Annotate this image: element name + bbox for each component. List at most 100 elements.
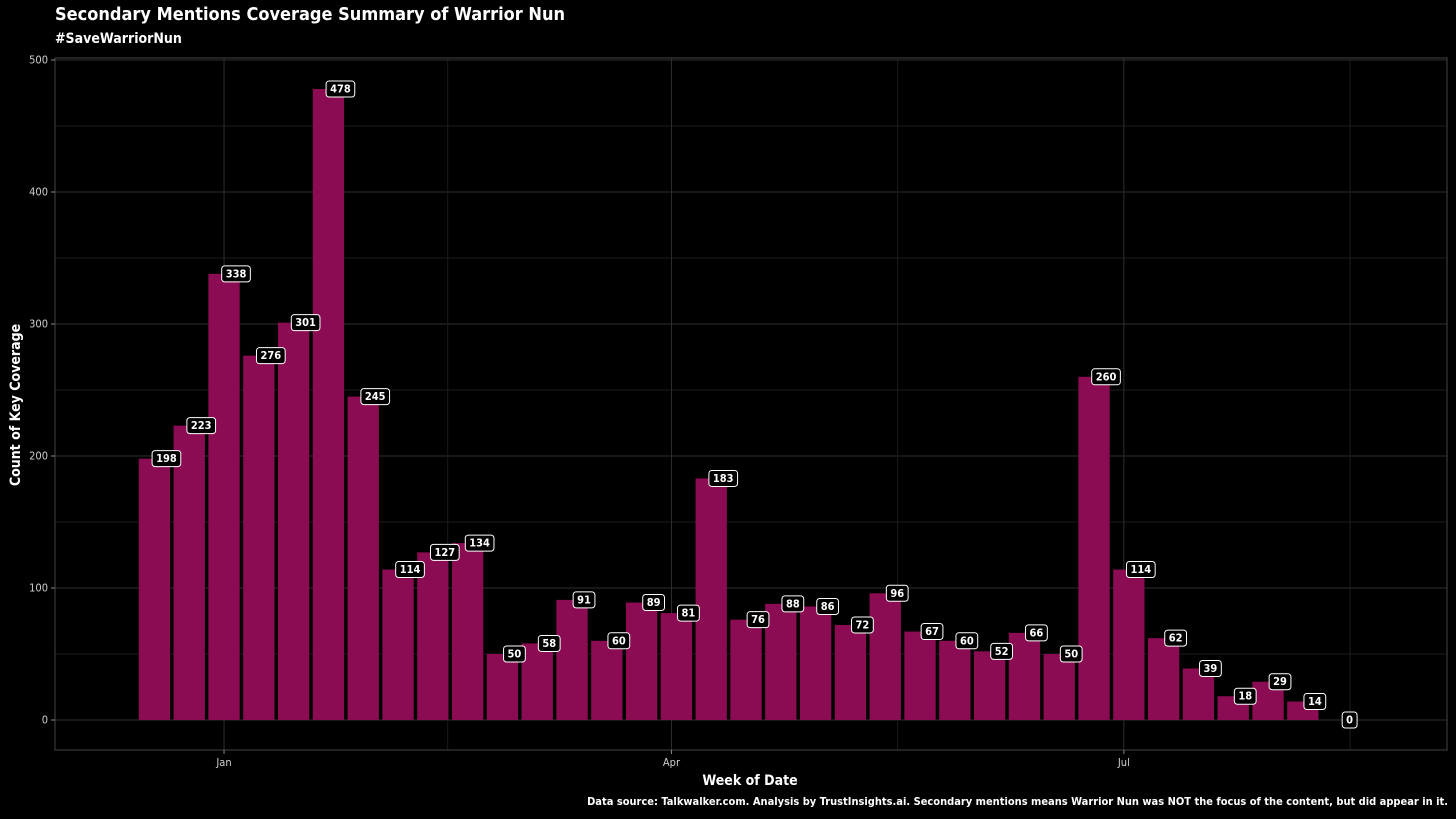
data-label-text: 0	[1346, 714, 1353, 727]
bar	[1043, 654, 1075, 720]
bar	[243, 355, 275, 720]
chart-title: Secondary Mentions Coverage Summary of W…	[55, 4, 566, 25]
data-label: 18	[1233, 687, 1257, 705]
bar	[625, 602, 658, 720]
data-label-text: 66	[1030, 626, 1044, 639]
data-label-text: 86	[821, 600, 835, 613]
data-label-text: 89	[647, 596, 661, 609]
data-label-box	[816, 597, 840, 615]
data-label-box	[537, 634, 561, 652]
bar	[347, 396, 379, 720]
data-label: 50	[503, 645, 526, 663]
data-label-box	[677, 604, 700, 622]
y-tick-label: 0	[42, 714, 48, 727]
bar	[1113, 569, 1145, 720]
data-label-text: 198	[156, 452, 177, 465]
x-axis: Jan Apr Jul	[215, 750, 1130, 769]
y-tick-label: 300	[29, 318, 48, 331]
data-label: 81	[677, 604, 700, 622]
data-label-box	[1233, 687, 1257, 705]
bar	[208, 273, 240, 720]
data-label: 86	[816, 597, 840, 615]
data-label-text: 260	[1096, 370, 1117, 383]
data-label: 66	[1025, 624, 1048, 642]
data-label-box	[290, 314, 321, 332]
y-axis: 0 100 200 300 400 500	[29, 54, 55, 727]
data-label-box	[325, 80, 356, 98]
data-label-box	[1059, 645, 1083, 663]
y-axis-title: Count of Key Coverage	[8, 323, 24, 487]
data-label: 183	[708, 469, 739, 487]
data-label-box	[1164, 629, 1188, 647]
bar	[869, 593, 901, 720]
data-label-box	[607, 632, 631, 650]
data-label-text: 60	[960, 634, 974, 647]
data-label-text: 223	[191, 419, 212, 432]
x-tick-label: Jul	[1117, 756, 1130, 769]
data-label-box	[781, 595, 805, 613]
data-label-box	[1125, 561, 1156, 579]
data-label: 338	[221, 265, 251, 283]
bar	[695, 478, 727, 720]
data-label-text: 338	[226, 267, 247, 280]
data-label-text: 50	[508, 648, 522, 661]
data-label: 114	[395, 561, 425, 579]
data-label-text: 276	[260, 349, 281, 362]
data-label: 223	[186, 417, 217, 435]
data-label-text: 60	[612, 634, 626, 647]
data-label: 91	[572, 591, 596, 609]
data-label-box	[990, 642, 1014, 660]
data-label: 127	[429, 543, 460, 561]
data-label-box	[1303, 693, 1327, 711]
bar	[521, 643, 553, 720]
data-label-box	[746, 611, 770, 629]
bar	[312, 89, 345, 721]
data-label-text: 114	[400, 563, 421, 576]
data-label-box	[1025, 624, 1048, 642]
data-label-text: 76	[751, 613, 765, 626]
bar	[591, 640, 623, 720]
data-label-box	[1199, 660, 1222, 678]
bar	[973, 651, 1006, 720]
data-label: 89	[642, 594, 666, 612]
bar	[730, 619, 762, 720]
bar	[1008, 632, 1041, 720]
data-label-text: 81	[682, 607, 696, 620]
data-label: 58	[537, 634, 561, 652]
data-label-text: 67	[925, 625, 939, 638]
x-tick-label: Jan	[215, 756, 231, 769]
data-label: 67	[920, 623, 944, 641]
data-label-text: 14	[1308, 695, 1322, 708]
data-label-box	[360, 388, 391, 406]
bar	[382, 569, 414, 720]
data-label-box	[221, 265, 251, 283]
data-label-box	[429, 543, 460, 561]
data-label: 39	[1199, 660, 1222, 678]
bar	[1147, 638, 1180, 720]
x-tick-label: Apr	[663, 756, 681, 769]
data-label: 114	[1125, 561, 1156, 579]
data-label-text: 18	[1238, 690, 1252, 703]
data-label-box	[1341, 711, 1358, 729]
data-label-text: 58	[542, 637, 556, 650]
bar	[417, 552, 449, 720]
bar	[834, 624, 867, 720]
bar	[277, 322, 310, 720]
data-label-text: 96	[890, 587, 904, 600]
data-label-box	[1091, 368, 1121, 386]
data-label: 245	[360, 388, 391, 406]
data-label: 260	[1091, 368, 1121, 386]
y-tick-label: 400	[29, 186, 48, 199]
data-label-text: 29	[1273, 675, 1287, 688]
data-label-text: 114	[1130, 563, 1151, 576]
bar	[1078, 376, 1110, 720]
bar	[799, 606, 832, 720]
x-axis-title: Week of Date	[702, 773, 798, 789]
data-label-box	[708, 469, 739, 487]
bar	[486, 654, 519, 720]
bar	[765, 603, 797, 720]
data-label: 60	[607, 632, 631, 650]
data-label: 72	[851, 616, 874, 634]
data-label: 96	[885, 584, 909, 602]
data-source-caption: Data source: Talkwalker.com. Analysis by…	[587, 795, 1448, 808]
